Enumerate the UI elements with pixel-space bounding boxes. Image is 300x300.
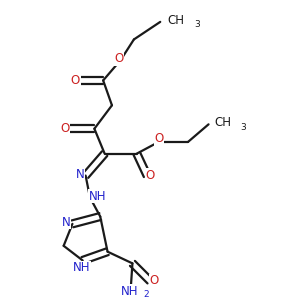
Text: NH: NH: [73, 261, 90, 274]
Text: O: O: [115, 52, 124, 65]
Text: CH: CH: [168, 14, 185, 27]
Text: NH: NH: [121, 285, 138, 298]
Text: O: O: [61, 122, 70, 135]
Text: N: N: [61, 216, 70, 229]
Text: CH: CH: [215, 116, 232, 129]
Text: O: O: [146, 169, 154, 182]
Text: 3: 3: [194, 20, 200, 29]
Text: N: N: [76, 168, 85, 181]
Text: O: O: [154, 133, 164, 146]
Text: 3: 3: [241, 123, 247, 132]
Text: O: O: [71, 74, 80, 87]
Text: NH: NH: [88, 190, 106, 202]
Text: O: O: [150, 274, 159, 287]
Text: 2: 2: [143, 290, 149, 298]
